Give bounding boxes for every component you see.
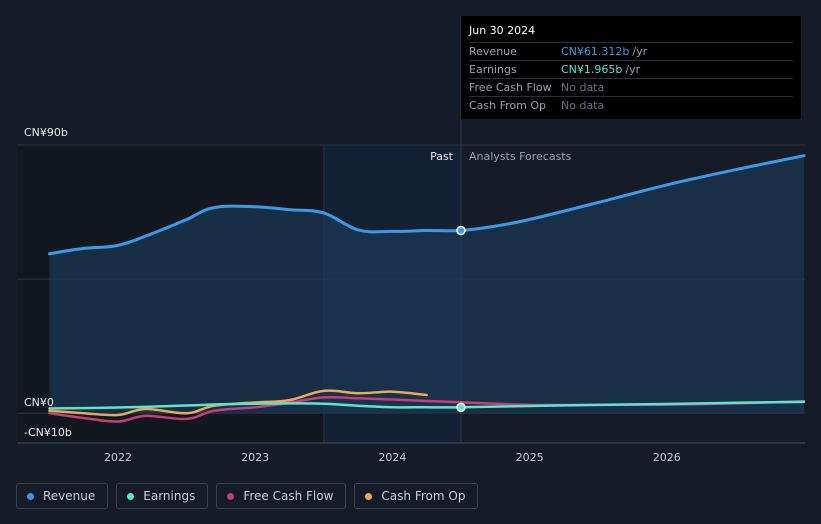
tooltip-row-revenue: Revenue CN¥61.312b /yr: [469, 43, 793, 61]
legend-label: Cash From Op: [381, 489, 466, 503]
legend-dot-icon: [127, 492, 135, 500]
y-tick-label: CN¥90b: [24, 126, 68, 139]
marker-revenue: [456, 225, 466, 236]
tooltip-value: No data: [561, 81, 605, 94]
tooltip-unit: /yr: [632, 45, 648, 58]
legend-item-free-cash-flow[interactable]: Free Cash Flow: [216, 483, 347, 509]
legend-item-cash-from-op[interactable]: Cash From Op: [354, 483, 479, 509]
series-line-earnings: [48, 400, 806, 410]
legend-label: Earnings: [143, 489, 196, 503]
tooltip-label: Revenue: [469, 45, 517, 58]
past-label: Past: [430, 150, 454, 163]
tooltip-row-cash-from-op: Cash From Op No data: [469, 97, 793, 114]
legend: Revenue Earnings Free Cash Flow Cash Fro…: [16, 483, 479, 509]
y-tick-label: CN¥0: [24, 396, 54, 409]
tooltip-row-free-cash-flow: Free Cash Flow No data: [469, 79, 793, 97]
x-tick-label: 2022: [104, 451, 132, 464]
marker-earnings: [456, 402, 466, 413]
x-tick-label: 2026: [653, 451, 681, 464]
legend-dot-icon: [227, 492, 235, 500]
tooltip-unit: /yr: [625, 63, 641, 76]
y-tick-label: -CN¥10b: [24, 426, 72, 439]
legend-label: Free Cash Flow: [243, 489, 334, 503]
tooltip-label: Free Cash Flow: [469, 81, 552, 94]
x-tick-label: 2023: [241, 451, 269, 464]
legend-dot-icon: [27, 492, 34, 500]
x-tick-label: 2024: [378, 451, 406, 464]
legend-dot-icon: [365, 492, 373, 500]
x-tick-label: 2025: [516, 451, 544, 464]
legend-item-revenue[interactable]: Revenue: [16, 483, 109, 509]
tooltip-value: CN¥61.312b: [561, 45, 630, 58]
tooltip-label: Cash From Op: [469, 99, 547, 112]
tooltip: Jun 30 2024 Revenue CN¥61.312b /yr Earni…: [461, 16, 801, 119]
legend-label: Revenue: [43, 489, 96, 503]
tooltip-date: Jun 30 2024: [469, 24, 793, 43]
tooltip-value: No data: [561, 99, 605, 112]
tooltip-value: CN¥1.965b: [561, 63, 623, 76]
forecast-label: Analysts Forecasts: [469, 150, 572, 163]
legend-item-earnings[interactable]: Earnings: [116, 483, 209, 509]
series-line-revenue: [47, 154, 806, 256]
tooltip-row-earnings: Earnings CN¥1.965b /yr: [469, 61, 793, 79]
tooltip-label: Earnings: [469, 63, 517, 76]
series-area-revenue: [49, 155, 804, 414]
